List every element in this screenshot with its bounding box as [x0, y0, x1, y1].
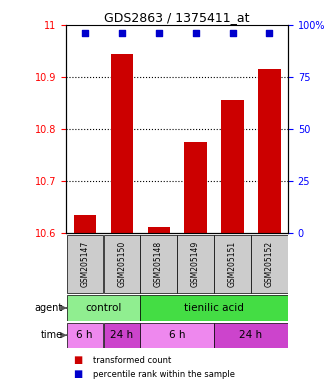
Text: tienilic acid: tienilic acid: [184, 303, 244, 313]
Text: GSM205152: GSM205152: [265, 241, 274, 287]
Point: [156, 30, 161, 36]
FancyBboxPatch shape: [214, 235, 251, 293]
Text: ■: ■: [73, 355, 82, 365]
Point: [193, 30, 198, 36]
Point: [82, 30, 87, 36]
Text: 6 h: 6 h: [76, 330, 93, 340]
FancyBboxPatch shape: [140, 323, 214, 348]
Text: 24 h: 24 h: [110, 330, 133, 340]
Bar: [184, 142, 207, 233]
Text: percentile rank within the sample: percentile rank within the sample: [93, 369, 235, 379]
FancyBboxPatch shape: [67, 323, 103, 348]
FancyBboxPatch shape: [104, 323, 140, 348]
Point: [267, 30, 272, 36]
Text: GSM205147: GSM205147: [80, 241, 89, 287]
Bar: [73, 215, 96, 233]
Title: GDS2863 / 1375411_at: GDS2863 / 1375411_at: [104, 11, 250, 24]
FancyBboxPatch shape: [104, 235, 140, 293]
Point: [119, 30, 124, 36]
Text: 24 h: 24 h: [239, 330, 262, 340]
FancyBboxPatch shape: [140, 295, 288, 321]
Bar: [259, 69, 281, 233]
Text: ■: ■: [73, 369, 82, 379]
Text: GSM205151: GSM205151: [228, 241, 237, 287]
Text: agent: agent: [35, 303, 63, 313]
Text: 6 h: 6 h: [169, 330, 185, 340]
FancyBboxPatch shape: [214, 323, 288, 348]
Text: GSM205148: GSM205148: [154, 241, 163, 287]
Text: GSM205149: GSM205149: [191, 241, 200, 287]
FancyBboxPatch shape: [177, 235, 214, 293]
FancyBboxPatch shape: [140, 235, 177, 293]
Text: time: time: [41, 330, 63, 340]
Text: GSM205150: GSM205150: [117, 241, 126, 287]
Bar: [148, 227, 170, 233]
Bar: [111, 54, 133, 233]
Point: [230, 30, 235, 36]
Text: transformed count: transformed count: [93, 356, 171, 365]
Text: control: control: [85, 303, 121, 313]
FancyBboxPatch shape: [67, 235, 103, 293]
Bar: [221, 100, 244, 233]
FancyBboxPatch shape: [251, 235, 288, 293]
FancyBboxPatch shape: [67, 295, 140, 321]
